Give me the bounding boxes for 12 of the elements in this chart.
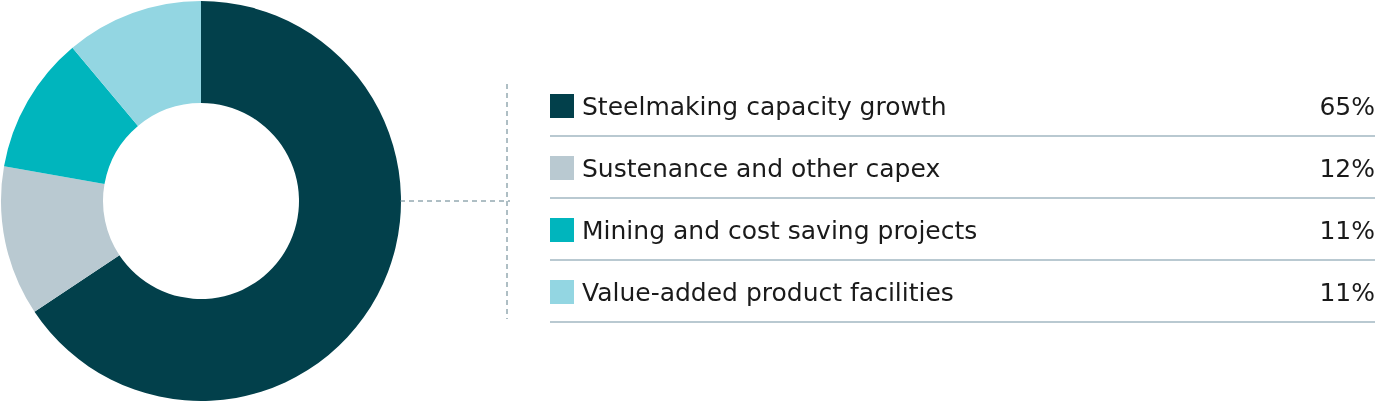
data-label: 11% bbox=[1319, 215, 1375, 245]
donut-slice bbox=[72, 1, 201, 126]
legend-label: Sustenance and other capex bbox=[582, 153, 942, 183]
data-label: 12% bbox=[1319, 153, 1375, 183]
data-label: 11% bbox=[1319, 277, 1375, 307]
donut-slice bbox=[4, 47, 139, 184]
data-label: 65% bbox=[1319, 91, 1375, 121]
donut-slice bbox=[1, 166, 120, 312]
donut-slice bbox=[34, 1, 401, 401]
legend-label: Steelmaking capacity growth bbox=[582, 91, 948, 121]
legend-label: Value-added product facilities bbox=[582, 277, 955, 307]
legend-label: Mining and cost saving projects bbox=[582, 215, 979, 245]
